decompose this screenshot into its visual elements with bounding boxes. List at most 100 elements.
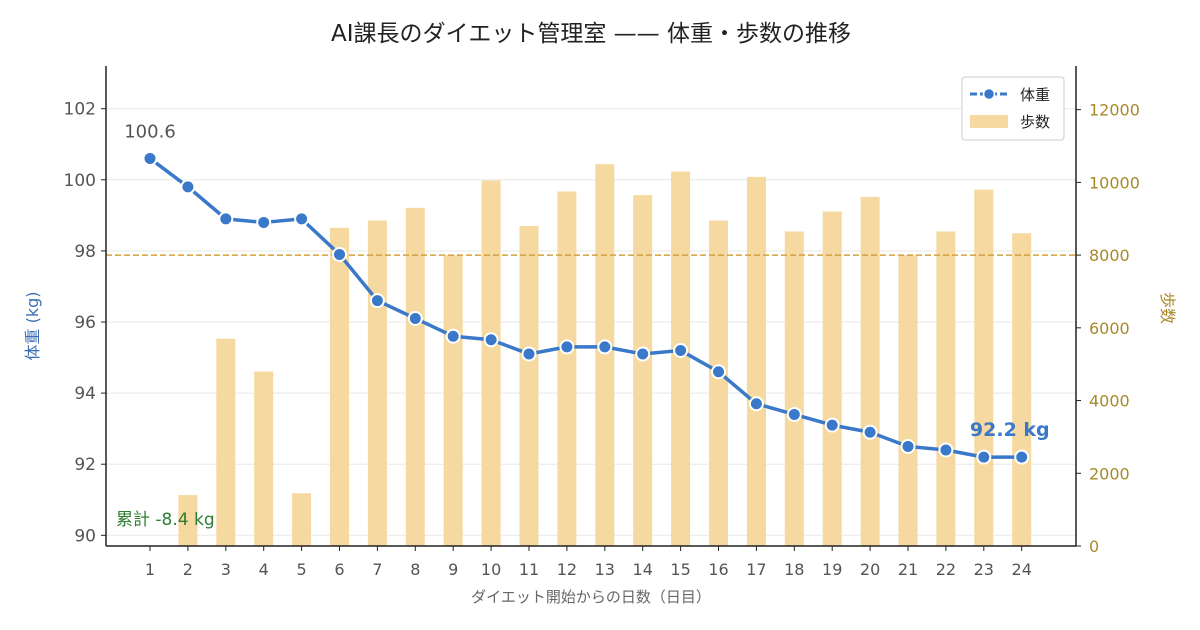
x-tick-label: 17	[746, 560, 766, 579]
x-tick-label: 22	[936, 560, 956, 579]
x-tick-label: 12	[557, 560, 577, 579]
x-tick-label: 19	[822, 560, 842, 579]
y-tick-label-left: 100	[64, 171, 96, 191]
weight-point	[597, 339, 613, 355]
step-bar	[292, 493, 312, 546]
weight-point	[976, 449, 992, 465]
step-bar	[746, 176, 766, 546]
x-tick-label: 2	[183, 560, 193, 579]
y-tick-label-right: 10000	[1089, 173, 1140, 192]
step-bar	[709, 220, 728, 546]
step-bar	[178, 495, 198, 546]
step-bar	[822, 211, 842, 547]
weight-point	[218, 211, 234, 227]
step-bar	[1012, 233, 1032, 547]
weight-point	[1014, 449, 1030, 465]
step-bar	[330, 227, 349, 546]
gridlines	[106, 108, 1076, 536]
weight-point	[142, 150, 158, 166]
y-tick-label-left: 102	[64, 100, 96, 120]
step-bar	[671, 171, 691, 547]
step-bar	[595, 164, 615, 546]
weight-point	[369, 293, 385, 309]
weight-point	[332, 246, 347, 262]
step-bar	[481, 180, 501, 546]
y-tick-label-right: 6000	[1089, 319, 1130, 338]
weight-point	[445, 328, 461, 344]
legend-weight-marker	[982, 87, 996, 101]
tick-labels: 9092949698100102020004000600080001000012…	[64, 100, 1140, 579]
legend: 体重 歩数	[961, 76, 1065, 141]
x-tick-label: 8	[410, 560, 420, 579]
y-axis-right-label: 歩数	[1158, 292, 1177, 324]
step-bar	[405, 207, 425, 546]
x-tick-label: 3	[221, 560, 231, 579]
x-tick-label: 18	[784, 560, 804, 579]
x-tick-label: 20	[860, 560, 880, 579]
x-tick-label: 15	[670, 560, 690, 579]
weight-point	[673, 342, 689, 358]
total-loss-annotation: 累計 -8.4 kg	[116, 510, 215, 530]
weight-point	[862, 424, 878, 440]
step-bar	[254, 371, 274, 546]
x-tick-label: 21	[898, 560, 918, 579]
step-bar	[557, 191, 577, 547]
weight-point	[521, 346, 537, 362]
chart-title: AI課長のダイエット管理室 —— 体重・歩数の推移	[331, 21, 851, 47]
step-bar	[860, 196, 880, 546]
step-bar	[936, 231, 956, 547]
y-tick-label-left: 98	[74, 242, 96, 262]
step-bar	[974, 189, 994, 547]
y-tick-label-left: 92	[74, 455, 96, 475]
y-tick-label-right: 4000	[1089, 392, 1130, 411]
y-tick-label-left: 94	[74, 384, 96, 404]
weight-point	[711, 364, 726, 380]
weight-point	[407, 310, 423, 326]
weight-line	[148, 157, 1022, 459]
x-tick-label: 9	[448, 560, 458, 579]
step-bar	[216, 338, 236, 546]
weight-point	[180, 179, 196, 195]
weight-point	[900, 438, 916, 454]
step-bar	[784, 231, 804, 547]
weight-point	[748, 396, 764, 412]
step-bar	[898, 255, 918, 546]
x-tick-label: 5	[297, 560, 307, 579]
step-bars	[178, 164, 1032, 547]
end-weight-annotation: 92.2 kg	[970, 419, 1050, 441]
x-axis-label: ダイエット開始からの日数（日目）	[471, 588, 711, 606]
y-tick-label-right: 0	[1089, 537, 1099, 556]
x-tick-label: 1	[145, 560, 155, 579]
x-tick-label: 11	[519, 560, 539, 579]
step-bar	[633, 195, 653, 546]
weight-point	[938, 442, 954, 458]
legend-steps-swatch	[970, 115, 1008, 128]
x-tick-label: 4	[259, 560, 269, 579]
weight-point	[483, 332, 499, 348]
weight-series	[142, 150, 1030, 465]
x-tick-label: 24	[1012, 560, 1032, 579]
legend-steps-label: 歩数	[1020, 113, 1050, 131]
x-tick-label: 6	[334, 560, 344, 579]
step-bar	[367, 220, 387, 546]
axes	[105, 66, 1077, 547]
weight-point	[824, 417, 840, 433]
x-tick-label: 23	[974, 560, 994, 579]
weight-point	[256, 214, 272, 230]
weight-point	[559, 339, 575, 355]
weight-point	[786, 406, 802, 422]
x-tick-label: 13	[595, 560, 615, 579]
x-tick-label: 10	[481, 560, 501, 579]
y-axis-left-label: 体重 (kg)	[23, 292, 42, 361]
x-tick-label: 7	[372, 560, 382, 579]
y-tick-label-right: 12000	[1089, 101, 1140, 120]
x-tick-label: 16	[708, 560, 728, 579]
start-weight-annotation: 100.6	[124, 121, 176, 142]
step-bar	[443, 255, 463, 546]
y-tick-label-right: 8000	[1089, 246, 1130, 265]
weight-point	[635, 346, 651, 362]
x-tick-label: 14	[633, 560, 653, 579]
legend-weight-label: 体重	[1020, 86, 1050, 104]
weight-point	[294, 211, 310, 227]
y-tick-label-left: 90	[74, 526, 96, 546]
